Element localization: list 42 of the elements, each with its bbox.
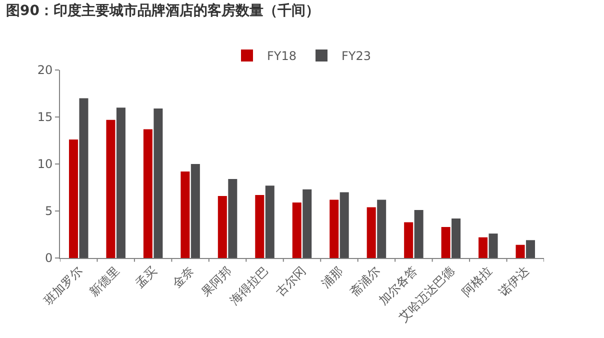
x-tick-label: 浦那 xyxy=(318,264,346,291)
bar xyxy=(68,140,78,258)
bar xyxy=(116,108,126,258)
bar xyxy=(488,234,498,258)
bar xyxy=(366,207,376,258)
y-tick-label: 15 xyxy=(37,110,53,124)
x-tick-label: 古尔冈 xyxy=(273,264,308,300)
legend-label: FY23 xyxy=(342,49,372,64)
bar xyxy=(452,218,461,258)
bar xyxy=(190,164,200,258)
bar xyxy=(106,120,116,258)
bar xyxy=(526,240,536,258)
y-tick-label: 0 xyxy=(44,251,53,266)
x-tick-label: 班加罗尔 xyxy=(41,264,85,308)
bar xyxy=(377,200,386,258)
bar xyxy=(218,196,227,258)
y-tick-label: 20 xyxy=(37,63,53,78)
bar xyxy=(404,222,414,258)
x-tick-label: 孟买 xyxy=(132,264,160,291)
bar xyxy=(79,98,88,258)
bar xyxy=(265,186,274,258)
bar xyxy=(154,108,163,258)
bar xyxy=(330,200,339,258)
y-tick-label: 5 xyxy=(44,204,53,218)
bar xyxy=(292,202,302,258)
bar xyxy=(516,244,525,258)
bar xyxy=(414,210,424,258)
bar xyxy=(180,172,190,258)
chart-title: 图90：印度主要城市品牌酒店的客房数量（千间） xyxy=(6,2,320,19)
x-tick-label: 新德里 xyxy=(86,264,122,300)
bar xyxy=(441,226,450,258)
bar xyxy=(478,237,488,258)
y-tick-label: 10 xyxy=(37,157,53,172)
bar xyxy=(143,129,152,258)
bar xyxy=(302,189,312,258)
bar xyxy=(255,195,264,258)
bar xyxy=(228,179,238,258)
x-tick-label: 金奈 xyxy=(170,264,197,291)
legend-label: FY18 xyxy=(267,49,297,64)
bar xyxy=(340,192,349,258)
x-tick-label: 诺伊达 xyxy=(496,264,532,300)
x-tick-label: 阿格拉 xyxy=(459,264,495,300)
